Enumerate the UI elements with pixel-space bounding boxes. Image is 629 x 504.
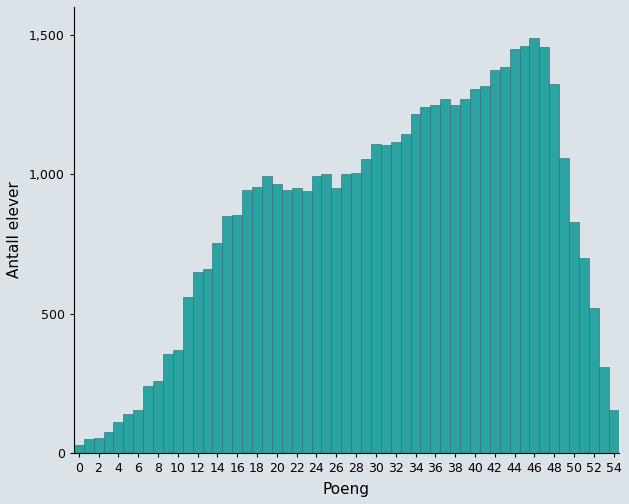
Bar <box>104 432 113 453</box>
Bar <box>232 215 242 453</box>
Bar <box>84 439 94 453</box>
Bar <box>391 142 401 453</box>
Bar <box>430 104 440 453</box>
X-axis label: Poeng: Poeng <box>323 482 370 497</box>
Bar <box>371 144 381 453</box>
Bar <box>123 414 133 453</box>
Bar <box>470 89 480 453</box>
Bar <box>341 174 351 453</box>
Bar <box>361 159 371 453</box>
Bar <box>530 38 539 453</box>
Bar <box>440 99 450 453</box>
Bar <box>490 70 499 453</box>
Bar <box>192 272 203 453</box>
Bar <box>579 258 589 453</box>
Bar <box>509 49 520 453</box>
Bar <box>599 366 609 453</box>
Bar <box>272 184 282 453</box>
Bar <box>301 191 311 453</box>
Bar <box>520 46 530 453</box>
Bar <box>411 114 420 453</box>
Bar <box>113 422 123 453</box>
Bar <box>74 445 84 453</box>
Bar <box>549 84 559 453</box>
Bar <box>559 158 569 453</box>
Bar <box>569 222 579 453</box>
Bar <box>183 297 192 453</box>
Bar <box>401 134 411 453</box>
Y-axis label: Antall elever: Antall elever <box>7 181 22 278</box>
Bar <box>242 190 252 453</box>
Bar <box>351 173 361 453</box>
Bar <box>331 188 341 453</box>
Bar <box>262 175 272 453</box>
Bar <box>450 104 460 453</box>
Bar <box>589 308 599 453</box>
Bar <box>480 86 490 453</box>
Bar <box>173 350 183 453</box>
Bar <box>311 175 321 453</box>
Bar <box>163 354 173 453</box>
Bar <box>252 187 262 453</box>
Bar <box>609 410 618 453</box>
Bar <box>282 190 292 453</box>
Bar <box>203 269 213 453</box>
Bar <box>133 410 143 453</box>
Bar <box>143 386 153 453</box>
Bar <box>321 174 331 453</box>
Bar <box>420 107 430 453</box>
Bar <box>381 145 391 453</box>
Bar <box>460 99 470 453</box>
Bar <box>223 216 232 453</box>
Bar <box>213 242 223 453</box>
Bar <box>292 188 301 453</box>
Bar <box>153 381 163 453</box>
Bar <box>539 47 549 453</box>
Bar <box>499 67 509 453</box>
Bar <box>94 438 104 453</box>
